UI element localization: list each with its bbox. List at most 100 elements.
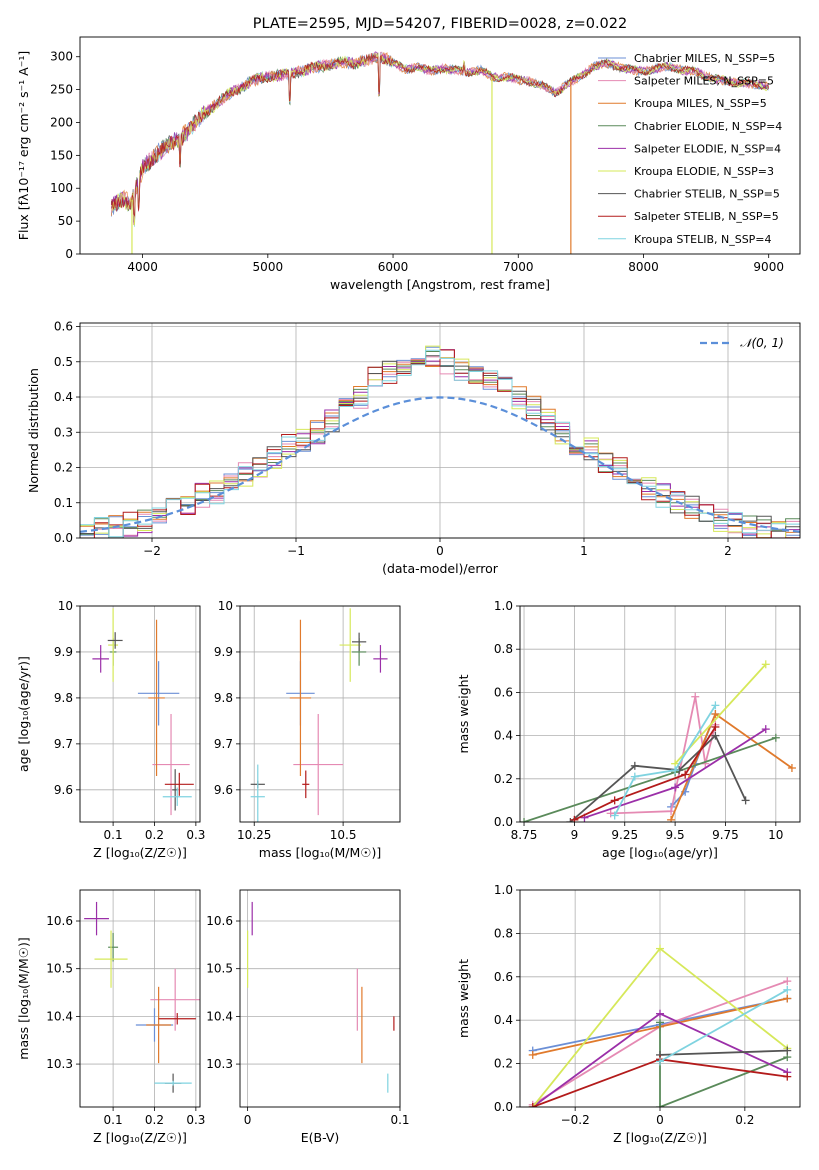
y-tick-label: 0.0 — [494, 1100, 513, 1114]
x-axis-label: age [log₁₀(age/yr)] — [602, 845, 718, 860]
y-tick-label: 100 — [50, 181, 73, 195]
y-tick-label: 0.3 — [54, 425, 73, 439]
x-tick-label: 10 — [768, 828, 783, 842]
legend-entry: Salpeter STELIB, N_SSP=5 — [634, 210, 779, 223]
panel-6: 0 0.1 10.3 10.4 10.5 10.6 E(B-V) — [206, 889, 410, 1145]
y-tick-label: 10.5 — [46, 962, 73, 976]
x-tick-label: −2 — [143, 544, 161, 558]
y-tick-label: 1.0 — [494, 599, 513, 613]
y-tick-label: 0.0 — [494, 815, 513, 829]
legend-entry: Chabrier MILES, N_SSP=5 — [634, 52, 775, 65]
x-tick-label: 9.5 — [666, 828, 685, 842]
y-tick-label: 9.7 — [54, 737, 73, 751]
y-axis-label: Normed distribution — [26, 368, 41, 493]
plot-area — [250, 608, 388, 822]
x-tick-label: 6000 — [378, 260, 409, 274]
plot-area — [110, 50, 770, 254]
y-tick-label: 9.9 — [54, 645, 73, 659]
y-tick-label: 0.5 — [54, 355, 73, 369]
y-tick-label: 10.4 — [46, 1009, 73, 1023]
y-axis-label: age [log₁₀(age/yr)] — [16, 656, 31, 772]
axes-frame — [79, 36, 801, 255]
x-tick-label: 10.25 — [237, 828, 271, 842]
y-tick-label: 10.3 — [206, 1057, 233, 1071]
y-tick-label: 1.0 — [494, 883, 513, 897]
x-tick-label: 8.75 — [511, 828, 538, 842]
y-tick-label: 300 — [50, 50, 73, 64]
panel-0: 4000 5000 6000 7000 8000 9000 0 50 100 150 200 250 3… — [16, 16, 801, 292]
axes-frame — [519, 889, 801, 1108]
y-tick-label: 10.4 — [206, 1009, 233, 1023]
panel-7: −0.2 0 0.2 0.0 0.2 0.4 0.6 0.8 1.0 Z [log₁₀(Z/Z☉)… — [456, 883, 801, 1145]
y-tick-label: 0.6 — [494, 970, 513, 984]
y-tick-label: 10.6 — [46, 914, 73, 928]
y-tick-label: 0.8 — [494, 642, 513, 656]
plot-area — [520, 660, 796, 822]
legend-entry: Salpeter MILES, N_SSP=5 — [634, 75, 774, 88]
axes-frame — [79, 889, 201, 1108]
series-line — [659, 1022, 788, 1107]
legend-entry: Salpeter ELODIE, N_SSP=4 — [634, 142, 781, 155]
x-tick-label: 0 — [436, 544, 444, 558]
x-tick-label: 0.1 — [104, 828, 123, 842]
axes-frame — [79, 322, 801, 539]
x-tick-label: −1 — [287, 544, 305, 558]
histogram-step — [80, 349, 800, 538]
panel-1: −2 −1 0 1 2 0.0 0.1 0.2 0.3 0.4 0.5 0.6 (data-model)… — [26, 320, 801, 576]
legend-entry: Chabrier STELIB, N_SSP=5 — [634, 188, 780, 201]
axes-frame — [79, 605, 201, 823]
y-tick-label: 250 — [50, 83, 73, 97]
x-tick-label: 7000 — [503, 260, 534, 274]
y-tick-label: 50 — [58, 214, 73, 228]
x-axis-label: Z [log₁₀(Z/Z☉)] — [93, 1130, 187, 1145]
x-axis-label: wavelength [Angstrom, rest frame] — [330, 277, 550, 292]
series-line — [659, 1049, 788, 1056]
x-tick-label: 9000 — [753, 260, 784, 274]
y-axis-label: mass weight — [456, 959, 471, 1038]
x-axis-label: mass [log₁₀(M/M☉)] — [259, 845, 381, 860]
x-tick-label: 2 — [724, 544, 732, 558]
y-tick-label: 0.6 — [54, 320, 73, 334]
panel-2: 0.1 0.2 0.3 9.6 9.7 9.8 9.9 10 Z [log₁₀(Z/Z☉)] ag… — [16, 599, 205, 860]
series-line — [523, 736, 777, 822]
x-tick-label: 0.1 — [390, 1113, 409, 1127]
y-tick-label: 0.0 — [54, 531, 73, 545]
x-tick-label: −0.2 — [561, 1113, 590, 1127]
axes-frame — [519, 605, 801, 823]
y-tick-label: 0.2 — [494, 772, 513, 786]
plot-area — [247, 901, 395, 1093]
y-tick-label: 9.9 — [214, 645, 233, 659]
x-axis-label: Z [log₁₀(Z/Z☉)] — [93, 845, 187, 860]
panel-4: 8.75 9 9.25 9.5 9.75 10 0.0 0.2 0.4 0.6 0.8 1.0 age … — [456, 599, 801, 860]
x-tick-label: 0.2 — [735, 1113, 754, 1127]
panel-3: 10.25 10.5 9.6 9.7 9.8 9.9 10 mass [log₁₀(M/M☉)… — [214, 599, 401, 860]
chart-title: PLATE=2595, MJD=54207, FIBERID=0028, z=0… — [253, 16, 627, 32]
y-tick-label: 0.2 — [54, 461, 73, 475]
y-tick-label: 150 — [50, 148, 73, 162]
x-tick-label: 0.3 — [186, 828, 205, 842]
y-tick-label: 200 — [50, 115, 73, 129]
y-tick-label: 9.7 — [214, 737, 233, 751]
plot-area — [84, 901, 200, 1093]
x-tick-label: 0 — [244, 1113, 252, 1127]
axes-frame — [239, 889, 401, 1108]
y-tick-label: 9.8 — [54, 691, 73, 705]
x-tick-label: 1 — [580, 544, 588, 558]
y-tick-label: 9.6 — [54, 783, 73, 797]
series-line — [574, 726, 717, 821]
legend-entry: Chabrier ELODIE, N_SSP=4 — [634, 120, 782, 133]
y-tick-label: 10.3 — [46, 1057, 73, 1071]
y-tick-label: 9.6 — [214, 783, 233, 797]
x-tick-label: 0.1 — [104, 1113, 123, 1127]
y-tick-label: 0.1 — [54, 496, 73, 510]
x-axis-label: Z [log₁₀(Z/Z☉)] — [613, 1130, 707, 1145]
x-tick-label: 8000 — [628, 260, 659, 274]
spectrum-line — [110, 50, 770, 223]
x-tick-label: 0.2 — [145, 1113, 164, 1127]
y-axis-label: mass weight — [456, 674, 471, 753]
x-tick-label: 0 — [656, 1113, 664, 1127]
x-tick-label: 5000 — [253, 260, 284, 274]
y-tick-label: 0.4 — [494, 1013, 513, 1027]
x-tick-label: 9.25 — [611, 828, 638, 842]
y-axis-label: mass [log₁₀(M/M☉)] — [16, 937, 31, 1059]
